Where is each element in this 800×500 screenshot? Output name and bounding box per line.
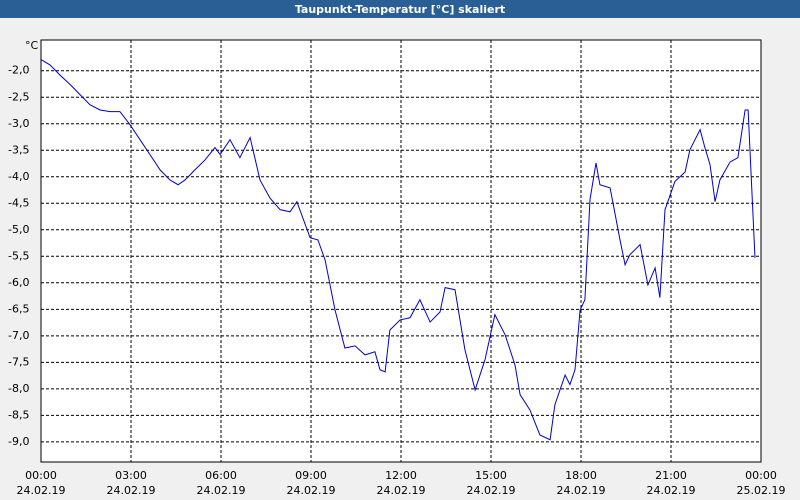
y-tick-label: -3,0: [8, 117, 29, 130]
x-tick-date: 24.02.19: [647, 484, 696, 497]
x-tick-label: 21:00: [655, 469, 687, 482]
x-tick-date: 24.02.19: [107, 484, 156, 497]
title-bar: [0, 0, 800, 18]
x-tick-label: 03:00: [115, 469, 147, 482]
x-tick-label: 15:00: [475, 469, 507, 482]
x-tick-date: 24.02.19: [467, 484, 516, 497]
y-tick-label: -8,5: [8, 408, 29, 421]
y-unit: °C: [25, 39, 39, 52]
chart-title: Taupunkt-Temperatur [°C] skaliert: [295, 3, 505, 16]
x-tick-date: 24.02.19: [17, 484, 66, 497]
x-tick-label: 09:00: [295, 469, 327, 482]
y-tick-label: -5,0: [8, 223, 29, 236]
y-tick-label: -6,5: [8, 302, 29, 315]
x-tick-date: 24.02.19: [287, 484, 336, 497]
x-tick-label: 00:00: [745, 469, 777, 482]
y-tick-label: -7,5: [8, 355, 29, 368]
x-tick-date: 24.02.19: [557, 484, 606, 497]
y-tick-label: -8,0: [8, 382, 29, 395]
y-tick-label: -6,0: [8, 276, 29, 289]
data-line: [40, 59, 756, 441]
x-tick-label: 12:00: [385, 469, 417, 482]
y-tick-label: -2,5: [8, 90, 29, 103]
x-tick-label: 00:00: [25, 469, 57, 482]
y-tick-label: -3,5: [8, 143, 29, 156]
x-tick-date: 24.02.19: [197, 484, 246, 497]
y-tick-label: -4,5: [8, 196, 29, 209]
x-tick-label: 06:00: [205, 469, 237, 482]
x-tick-date: 25.02.19: [737, 484, 786, 497]
y-tick-label: -5,5: [8, 249, 29, 262]
x-tick-date: 24.02.19: [377, 484, 426, 497]
y-tick-label: -9,0: [8, 435, 29, 448]
y-tick-label: -4,0: [8, 170, 29, 183]
x-tick-label: 18:00: [565, 469, 597, 482]
y-tick-label: -2,0: [8, 64, 29, 77]
y-tick-label: -7,0: [8, 329, 29, 342]
